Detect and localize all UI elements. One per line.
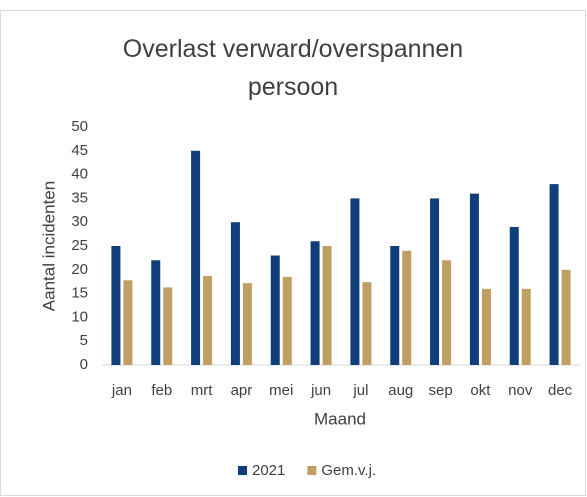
y-tick-label: 30 [71,213,88,230]
bar [350,198,360,365]
bar [509,226,519,365]
x-tick-label: jul [352,382,368,399]
x-tick-label: mrt [191,382,213,399]
legend-swatch [238,466,247,475]
x-tick-label: mei [269,382,293,399]
bar [442,260,452,365]
chart-border [0,10,586,496]
legend-swatch [307,466,317,475]
x-tick-label: sep [428,382,452,399]
y-tick-label: 40 [71,166,88,183]
bar [322,246,332,365]
y-tick-label: 45 [71,142,88,159]
y-tick-label: 0 [80,356,88,373]
y-tick-label: 35 [71,189,88,206]
y-tick-label: 50 [71,118,88,135]
bar [402,250,412,365]
bar [191,150,201,365]
y-tick-label: 20 [71,261,88,278]
x-tick-label: feb [151,382,172,399]
legend-label: Gem.v.j. [321,462,376,479]
bar [282,276,292,365]
chart-title: Overlast verward/overspannen persoon [122,35,464,101]
x-tick-label: apr [231,382,253,399]
bar [481,288,491,365]
bar [362,282,372,365]
y-axis-label: Aantal incidenten [39,181,58,311]
y-tick-label: 5 [80,332,88,349]
bar [469,193,479,365]
x-tick-label: jan [111,382,132,399]
bar [242,283,252,365]
bar [310,241,320,365]
bar [123,280,133,365]
bar [430,198,440,365]
bar [163,287,173,365]
bar [230,222,240,365]
bar [111,246,121,365]
bar [390,246,400,365]
x-tick-label: nov [508,382,533,399]
y-tick-label: 10 [71,308,88,325]
y-tick-label: 15 [71,285,88,302]
bar [549,184,559,365]
x-tick-label: dec [548,382,573,399]
legend-label: 2021 [252,462,285,479]
bar [151,260,161,365]
x-axis-label: Maand [314,409,366,428]
y-tick-label: 25 [71,237,88,254]
bar [270,255,280,365]
bar [561,269,571,365]
x-tick-label: jun [310,382,331,399]
x-tick-label: okt [470,382,491,399]
bar [203,275,213,365]
bar [521,288,531,365]
x-tick-label: aug [388,382,413,399]
